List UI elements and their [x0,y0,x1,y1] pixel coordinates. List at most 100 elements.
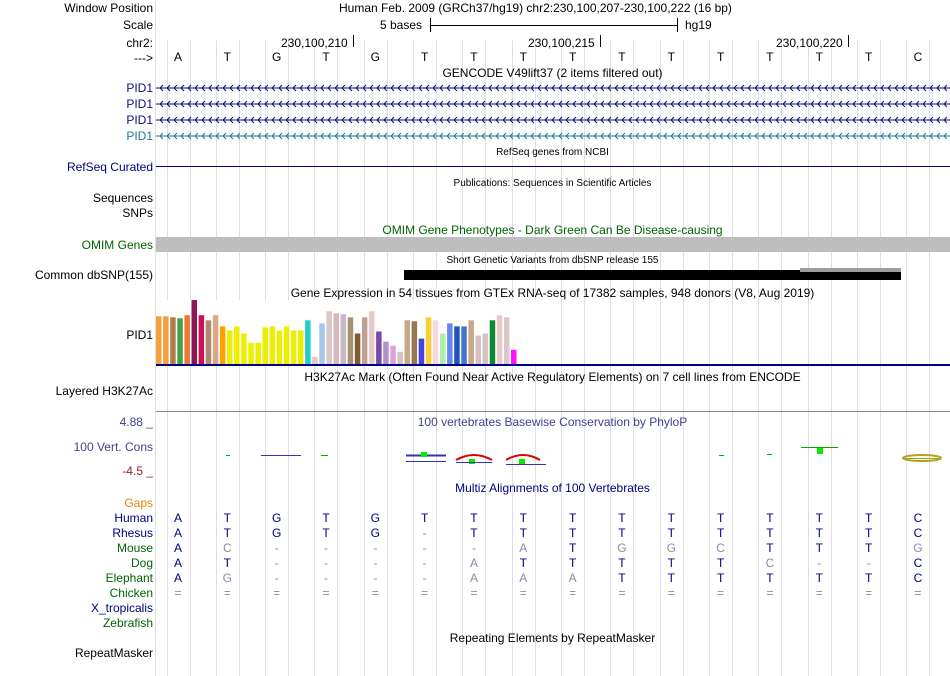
strand-arrow [488,132,493,140]
strand-arrow [439,116,444,124]
gtex-tissue-bar[interactable] [248,342,254,364]
gtex-tissue-bar[interactable] [276,330,283,365]
snps-track-label[interactable]: SNPs [122,206,153,220]
dbsnp-variant-bar[interactable] [404,270,901,280]
gtex-tissue-bar[interactable] [511,349,517,364]
gtex-tissue-bar[interactable] [163,316,169,364]
gtex-tissue-bar[interactable] [298,330,304,365]
gtex-tissue-bar[interactable] [447,323,453,364]
gtex-tissue-bar[interactable] [411,321,418,364]
strand-arrow [929,100,934,108]
gtex-tissue-bar[interactable] [461,326,467,364]
gtex-tissue-bar[interactable] [404,320,411,364]
gtex-tissue-bar[interactable] [397,351,403,364]
gtex-tissue-bar[interactable] [156,316,162,364]
strand-arrow [446,84,451,92]
gtex-tissue-bar[interactable] [205,320,212,364]
alignment-base: G [913,541,923,555]
gtex-tissue-bar[interactable] [418,338,425,364]
strand-arrow [761,84,766,92]
multiz-species-label[interactable]: Zebrafish [102,616,153,630]
strand-arrow [859,100,864,108]
gtex-tissue-bar[interactable] [354,333,361,365]
gtex-track-label[interactable]: PID1 [126,328,153,342]
alignment-base: T [815,511,823,525]
gtex-tissue-bar[interactable] [347,317,354,364]
gtex-tissue-bar[interactable] [333,313,340,364]
gtex-tissue-bar[interactable] [305,320,311,364]
gencode-transcript-line[interactable] [156,99,950,109]
gtex-tissue-bar[interactable] [390,345,396,364]
repeatmasker-track-label[interactable]: RepeatMasker [74,646,153,660]
multiz-species-label[interactable]: Human [114,511,153,525]
strand-arrow [565,132,570,140]
gtex-tissue-bar[interactable] [219,326,226,364]
h3k27ac-track-label[interactable]: Layered H3K27Ac [55,384,153,398]
multiz-species-label[interactable]: Rhesus [112,526,153,540]
multiz-species-label[interactable]: X_tropicalis [90,601,153,615]
gtex-tissue-bar[interactable] [376,331,382,365]
strand-arrow [544,100,549,108]
gaps-label[interactable]: Gaps [124,496,153,510]
multiz-species-label[interactable]: Elephant [105,571,153,585]
gtex-tissue-bar[interactable] [234,326,240,364]
gencode-transcript-label[interactable]: PID1 [126,113,153,127]
gtex-tissue-bar[interactable] [262,327,269,364]
gtex-tissue-bar[interactable] [340,314,347,364]
refseq-track-label[interactable]: RefSeq Curated [66,160,153,174]
gencode-transcript-line[interactable] [156,131,950,141]
gtex-tissue-bar[interactable] [432,320,439,364]
omim-track-label[interactable]: OMIM Genes [81,238,153,252]
gencode-transcript-label[interactable]: PID1 [126,129,153,143]
gtex-tissue-bar[interactable] [184,315,190,364]
dbsnp-track-label[interactable]: Common dbSNP(155) [34,268,153,282]
strand-arrow [166,84,171,92]
conservation-plot[interactable] [156,442,950,468]
multiz-species-label[interactable]: Chicken [109,586,153,600]
strand-arrow [187,132,192,140]
gtex-tissue-bar[interactable] [212,315,219,364]
gtex-tissue-bar[interactable] [468,320,474,364]
gtex-tissue-bar[interactable] [361,317,368,364]
gtex-tissue-bar[interactable] [227,330,233,365]
gtex-tissue-bar[interactable] [454,326,460,364]
gtex-tissue-bar[interactable] [170,317,176,364]
refseq-gene-line[interactable] [156,166,950,167]
gencode-transcript-label[interactable]: PID1 [126,97,153,111]
gencode-transcript-label[interactable]: PID1 [126,81,153,95]
gtex-tissue-bar[interactable] [326,311,332,364]
gtex-tissue-bar[interactable] [269,326,276,364]
gtex-tissue-bar[interactable] [191,300,198,364]
gtex-tissue-bar[interactable] [177,318,183,364]
gtex-tissue-bar[interactable] [241,333,247,365]
multiz-species-label[interactable]: Mouse [116,541,153,555]
gtex-tissue-bar[interactable] [489,320,496,364]
omim-gene-bar[interactable] [156,237,950,252]
gtex-tissue-bar[interactable] [198,315,205,364]
gtex-tissue-bar[interactable] [369,311,375,364]
gtex-tissue-bar[interactable] [496,315,503,364]
gtex-tissue-bar[interactable] [475,335,482,364]
strand-arrow [726,116,731,124]
gtex-tissue-bar[interactable] [383,341,389,364]
strand-arrow [453,100,458,108]
dbsnp-variant-bar-highlight[interactable] [800,268,901,272]
gencode-transcript-line[interactable] [156,115,950,125]
sequences-track-label[interactable]: Sequences [92,191,153,205]
conservation-track-label[interactable]: 100 Vert. Cons [73,440,153,454]
gtex-expression-chart[interactable] [156,298,556,365]
gtex-tissue-bar[interactable] [283,326,290,364]
gtex-tissue-bar[interactable] [440,333,446,365]
gencode-transcript-line[interactable] [156,83,950,93]
gtex-tissue-bar[interactable] [482,333,489,365]
gtex-tissue-bar[interactable] [290,330,297,365]
strand-arrow [929,132,934,140]
gtex-tissue-bar[interactable] [312,356,318,364]
multiz-species-label[interactable]: Dog [130,556,153,570]
gtex-tissue-bar[interactable] [319,323,325,364]
gtex-tissue-bar[interactable] [255,342,261,364]
gtex-tissue-bar[interactable] [425,317,432,364]
strand-arrow [236,116,241,124]
gtex-tissue-bar[interactable] [503,317,510,364]
